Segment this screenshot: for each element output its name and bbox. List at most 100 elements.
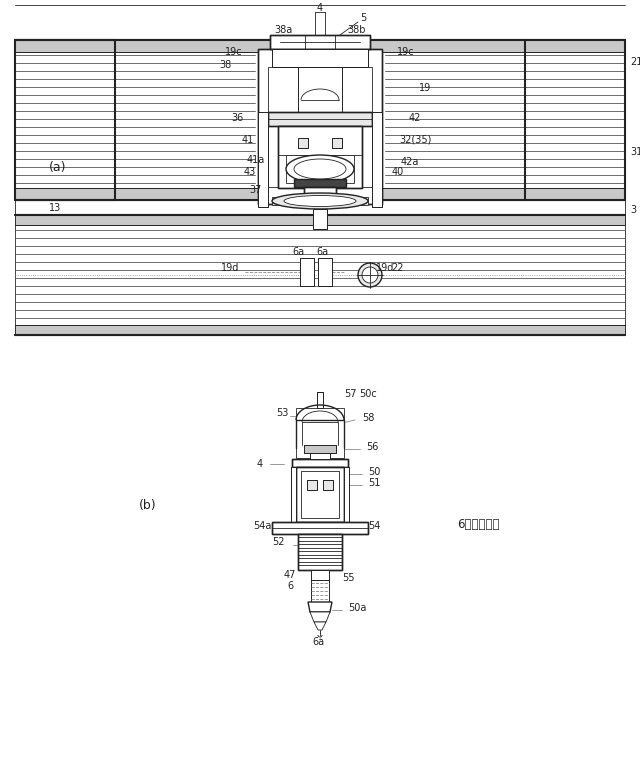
- Bar: [344, 467, 349, 522]
- Bar: [304, 187, 336, 197]
- Text: 50a: 50a: [348, 603, 366, 613]
- Text: 19: 19: [419, 83, 431, 93]
- Bar: [300, 258, 314, 286]
- Bar: [258, 49, 382, 204]
- Ellipse shape: [294, 159, 346, 179]
- Ellipse shape: [272, 193, 368, 209]
- Text: 3: 3: [630, 205, 636, 215]
- Bar: [310, 453, 330, 459]
- Bar: [15, 325, 625, 335]
- Text: 42a: 42a: [401, 157, 419, 167]
- Text: 32(35): 32(35): [399, 135, 431, 145]
- Text: 4: 4: [257, 459, 263, 469]
- Text: 6a: 6a: [316, 247, 328, 257]
- Bar: [272, 197, 368, 205]
- Text: 6a: 6a: [312, 637, 324, 647]
- Text: 19d: 19d: [221, 263, 239, 273]
- Bar: [258, 112, 268, 207]
- Bar: [15, 40, 625, 52]
- Bar: [318, 258, 332, 286]
- Bar: [270, 35, 370, 49]
- Bar: [310, 453, 330, 459]
- Text: 38b: 38b: [348, 25, 366, 35]
- Bar: [15, 215, 625, 335]
- Text: 21: 21: [630, 57, 640, 67]
- Text: 50: 50: [368, 467, 380, 477]
- Text: 19d: 19d: [376, 263, 394, 273]
- Text: 54a: 54a: [253, 521, 271, 531]
- Bar: [344, 467, 349, 522]
- Bar: [294, 179, 346, 187]
- Bar: [311, 570, 329, 580]
- Bar: [286, 155, 354, 183]
- Text: 38a: 38a: [274, 25, 292, 35]
- Bar: [313, 209, 327, 229]
- Text: 31: 31: [630, 147, 640, 157]
- Text: 54: 54: [368, 521, 380, 531]
- Bar: [15, 40, 115, 200]
- Text: 42: 42: [409, 113, 421, 123]
- Bar: [291, 467, 296, 522]
- Bar: [272, 522, 368, 534]
- Bar: [332, 138, 342, 148]
- Bar: [311, 580, 329, 602]
- Ellipse shape: [362, 267, 378, 283]
- Polygon shape: [308, 602, 332, 612]
- Bar: [291, 467, 296, 522]
- Bar: [304, 445, 336, 453]
- Bar: [311, 570, 329, 580]
- Bar: [258, 112, 268, 207]
- Text: 41a: 41a: [247, 155, 265, 165]
- Text: 6：切断手段: 6：切断手段: [457, 518, 499, 532]
- Text: 52: 52: [272, 537, 284, 547]
- Text: (b): (b): [139, 498, 157, 511]
- Bar: [268, 67, 372, 187]
- Bar: [300, 258, 314, 286]
- Text: 50c: 50c: [359, 389, 377, 399]
- Text: 51: 51: [368, 478, 380, 488]
- Bar: [296, 467, 344, 522]
- Bar: [317, 392, 323, 408]
- Bar: [298, 534, 342, 570]
- Text: 37: 37: [250, 185, 262, 195]
- Bar: [301, 471, 339, 518]
- Bar: [15, 40, 625, 200]
- Bar: [332, 138, 342, 148]
- Bar: [307, 480, 317, 490]
- Text: 6a: 6a: [292, 247, 304, 257]
- Bar: [304, 445, 336, 453]
- Bar: [296, 408, 344, 458]
- Bar: [298, 534, 342, 570]
- Text: 57: 57: [344, 389, 356, 399]
- Bar: [296, 467, 344, 522]
- Bar: [268, 112, 372, 126]
- Ellipse shape: [286, 155, 354, 183]
- Bar: [292, 459, 348, 467]
- Bar: [15, 188, 625, 200]
- Bar: [317, 392, 323, 408]
- Bar: [272, 522, 368, 534]
- Bar: [323, 480, 333, 490]
- Ellipse shape: [358, 263, 382, 287]
- Bar: [272, 49, 368, 67]
- Bar: [278, 126, 362, 188]
- Text: 53: 53: [276, 408, 288, 418]
- Text: 19c: 19c: [397, 47, 415, 57]
- Text: (a): (a): [49, 162, 67, 174]
- Bar: [15, 215, 625, 225]
- Bar: [525, 40, 625, 200]
- Text: 22: 22: [392, 263, 404, 273]
- Text: 41: 41: [242, 135, 254, 145]
- Polygon shape: [310, 612, 330, 622]
- Bar: [278, 126, 362, 188]
- Bar: [268, 112, 372, 126]
- Text: 13: 13: [49, 203, 61, 213]
- Bar: [307, 480, 317, 490]
- Bar: [15, 200, 625, 215]
- Bar: [298, 67, 342, 112]
- Text: 55: 55: [342, 573, 355, 583]
- Text: 58: 58: [362, 413, 374, 423]
- Bar: [372, 112, 382, 207]
- Ellipse shape: [284, 196, 356, 207]
- Text: 47: 47: [284, 570, 296, 580]
